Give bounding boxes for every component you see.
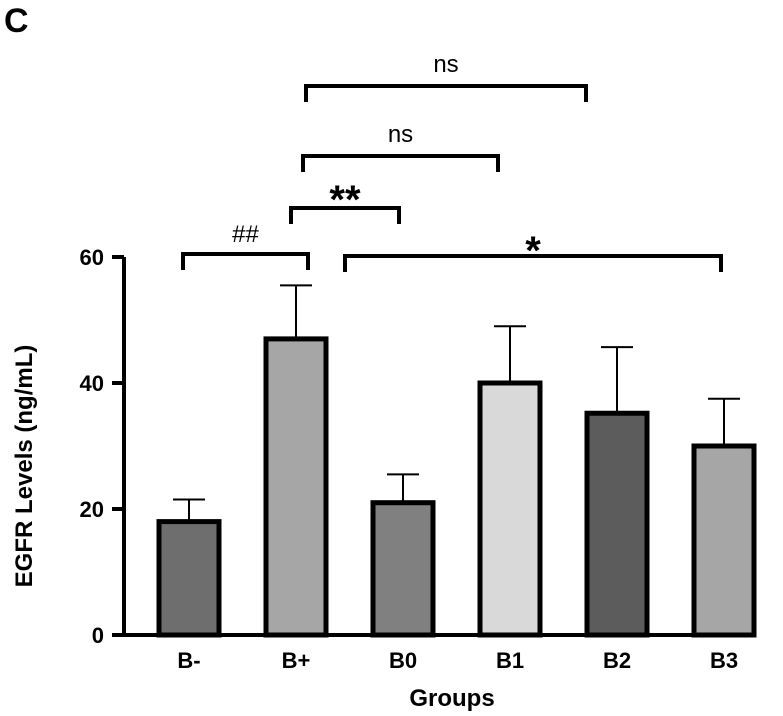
x-tick-label-B-: B- bbox=[177, 648, 200, 673]
significance-brackets: ## ** ns ns * bbox=[181, 51, 723, 273]
bracket-B+-B3 bbox=[343, 254, 723, 272]
bar-B2 bbox=[584, 410, 650, 638]
bracket-B--B+ bbox=[181, 252, 310, 270]
y-axis-title: EGFR Levels (ng/mL) bbox=[11, 345, 38, 588]
y-tick-label: 20 bbox=[80, 497, 104, 522]
bar-B+ bbox=[263, 336, 329, 638]
bar-B0 bbox=[370, 500, 436, 638]
x-tick-labels: B- B+ B0 B1 B2 B3 bbox=[177, 648, 738, 673]
significance-label-B+-B2: ns bbox=[433, 51, 458, 78]
bars bbox=[156, 336, 757, 638]
bar-B3 bbox=[691, 443, 757, 638]
significance-label-B+-B0: ** bbox=[329, 178, 361, 222]
x-tick-label-B0: B0 bbox=[389, 648, 417, 673]
panel-label: C bbox=[4, 2, 29, 40]
x-tick-label-B1: B1 bbox=[496, 648, 524, 673]
y-tick-label: 0 bbox=[92, 623, 104, 648]
y-tick-label: 60 bbox=[80, 245, 104, 270]
significance-label-B+-B3: * bbox=[525, 229, 541, 273]
bracket-B+-B2 bbox=[304, 84, 588, 102]
x-tick-label-B3: B3 bbox=[710, 648, 738, 673]
y-ticks: 0 20 40 60 bbox=[80, 245, 124, 648]
error-bars bbox=[173, 284, 740, 522]
bar-B1 bbox=[477, 380, 543, 638]
x-tick-label-B2: B2 bbox=[603, 648, 631, 673]
bar-B- bbox=[156, 519, 222, 638]
x-axis-title: Groups bbox=[409, 685, 494, 712]
bracket-B+-B0 bbox=[289, 206, 401, 224]
bracket-B+-B1 bbox=[301, 154, 500, 172]
significance-label-B+-B1: ns bbox=[388, 121, 413, 148]
x-tick-label-B+: B+ bbox=[282, 648, 311, 673]
significance-label-B--B+: ## bbox=[232, 221, 259, 248]
y-tick-label: 40 bbox=[80, 371, 104, 396]
